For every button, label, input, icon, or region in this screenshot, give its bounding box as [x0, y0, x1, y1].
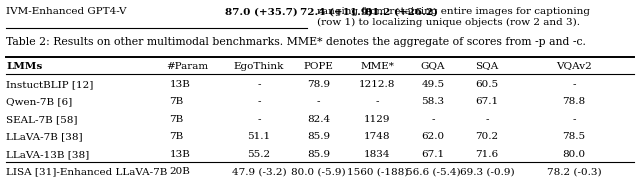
Text: 47.9 (-3.2): 47.9 (-3.2) — [232, 167, 286, 176]
Text: 7B: 7B — [170, 97, 184, 106]
Text: 78.8: 78.8 — [563, 97, 586, 106]
Text: LISA [31]-Enhanced LLaVA-7B: LISA [31]-Enhanced LLaVA-7B — [6, 167, 168, 176]
Text: EgoThink: EgoThink — [234, 62, 284, 71]
Text: #Param: #Param — [166, 62, 209, 71]
Text: 56.6 (-5.4): 56.6 (-5.4) — [406, 167, 460, 176]
Text: 60.5: 60.5 — [476, 80, 499, 89]
Text: 20B: 20B — [170, 167, 190, 176]
Text: -: - — [485, 115, 488, 124]
Text: -: - — [572, 115, 576, 124]
Text: 7B: 7B — [170, 132, 184, 141]
Text: 85.9: 85.9 — [307, 132, 330, 141]
Text: 71.6: 71.6 — [476, 150, 499, 159]
Text: 78.9: 78.9 — [307, 80, 330, 89]
Text: 51.1: 51.1 — [247, 132, 271, 141]
Text: LLaVA-7B [38]: LLaVA-7B [38] — [6, 132, 83, 141]
Text: 62.0: 62.0 — [421, 132, 444, 141]
Text: 1834: 1834 — [364, 150, 390, 159]
Text: 55.2: 55.2 — [247, 150, 271, 159]
Text: 1129: 1129 — [364, 115, 390, 124]
Text: -: - — [257, 80, 260, 89]
Text: 67.1: 67.1 — [421, 150, 444, 159]
Text: 13B: 13B — [170, 80, 190, 89]
Text: POPE: POPE — [303, 62, 333, 71]
Text: 81.2 (+26.2): 81.2 (+26.2) — [365, 7, 438, 16]
Text: 1212.8: 1212.8 — [359, 80, 396, 89]
Text: -: - — [431, 115, 435, 124]
Text: MME*: MME* — [360, 62, 394, 71]
Text: -: - — [572, 80, 576, 89]
Text: Qwen-7B [6]: Qwen-7B [6] — [6, 97, 73, 106]
Text: IVM-Enhanced GPT4-V: IVM-Enhanced GPT4-V — [6, 7, 127, 16]
Text: -: - — [317, 97, 320, 106]
Text: 1748: 1748 — [364, 132, 390, 141]
Text: -: - — [257, 115, 260, 124]
Text: LMMs: LMMs — [6, 62, 43, 71]
Text: -: - — [376, 97, 379, 106]
Text: GQA: GQA — [420, 62, 445, 71]
Text: 85.9: 85.9 — [307, 150, 330, 159]
Text: 69.3 (-0.9): 69.3 (-0.9) — [460, 167, 514, 176]
Text: 80.0: 80.0 — [563, 150, 586, 159]
Text: 49.5: 49.5 — [421, 80, 444, 89]
Text: 80.0 (-5.9): 80.0 (-5.9) — [291, 167, 346, 176]
Text: SEAL-7B [58]: SEAL-7B [58] — [6, 115, 78, 124]
Text: SQA: SQA — [476, 62, 499, 71]
Text: Table 2: Results on other multimodal benchmarks. MME* denotes the aggregate of s: Table 2: Results on other multimodal ben… — [6, 37, 586, 48]
Text: 82.4: 82.4 — [307, 115, 330, 124]
Text: InstuctBLIP [12]: InstuctBLIP [12] — [6, 80, 94, 89]
Text: 67.1: 67.1 — [476, 97, 499, 106]
Text: LLaVA-13B [38]: LLaVA-13B [38] — [6, 150, 90, 159]
Text: VQAv2: VQAv2 — [556, 62, 592, 71]
Text: 72.4 (+11.9): 72.4 (+11.9) — [300, 7, 373, 16]
Text: 7B: 7B — [170, 115, 184, 124]
Text: 13B: 13B — [170, 150, 190, 159]
Text: 78.2 (-0.3): 78.2 (-0.3) — [547, 167, 602, 176]
Text: -: - — [257, 97, 260, 106]
Text: 1560 (-188): 1560 (-188) — [347, 167, 408, 176]
Text: 70.2: 70.2 — [476, 132, 499, 141]
Text: 78.5: 78.5 — [563, 132, 586, 141]
Text: 58.3: 58.3 — [421, 97, 444, 106]
Text: ranging from retaining entire images for captioning
(row 1) to localizing unique: ranging from retaining entire images for… — [317, 7, 590, 27]
Text: 87.0 (+35.7): 87.0 (+35.7) — [225, 7, 298, 16]
